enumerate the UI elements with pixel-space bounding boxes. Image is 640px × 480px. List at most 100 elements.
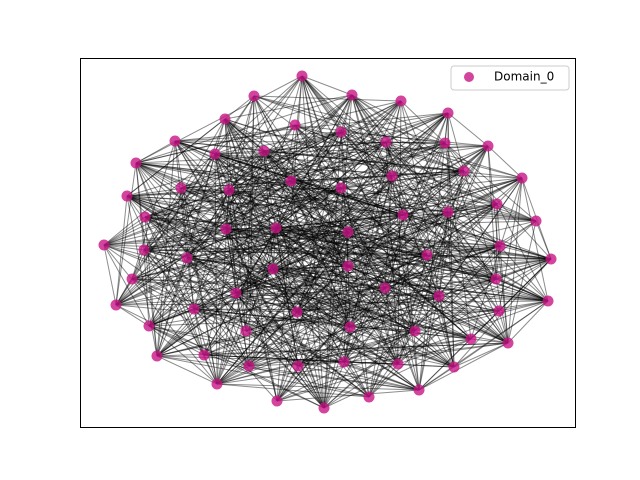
edge bbox=[193, 245, 501, 310]
edge bbox=[253, 95, 399, 365]
edge bbox=[148, 325, 420, 391]
node bbox=[491, 198, 503, 210]
edge bbox=[275, 227, 552, 260]
legend-label: Domain_0 bbox=[494, 70, 554, 84]
edge bbox=[343, 287, 386, 363]
edge bbox=[214, 112, 449, 155]
edge bbox=[296, 145, 489, 313]
legend-box bbox=[450, 65, 570, 91]
edge bbox=[272, 268, 497, 280]
edge bbox=[224, 118, 274, 270]
edge bbox=[347, 265, 509, 344]
edge bbox=[135, 162, 292, 182]
edge bbox=[224, 118, 399, 365]
edge bbox=[115, 195, 128, 306]
edge bbox=[193, 308, 399, 365]
node bbox=[442, 107, 454, 119]
edge bbox=[115, 189, 230, 306]
edge bbox=[148, 150, 265, 327]
edge bbox=[126, 195, 404, 216]
edge bbox=[193, 308, 205, 356]
edge bbox=[447, 211, 455, 368]
edge bbox=[131, 278, 440, 297]
edge bbox=[143, 249, 247, 332]
node bbox=[211, 378, 223, 390]
edge bbox=[148, 94, 353, 327]
edge bbox=[275, 100, 402, 229]
edge bbox=[135, 162, 455, 368]
edge bbox=[126, 118, 226, 197]
edge bbox=[228, 189, 278, 402]
edge bbox=[294, 124, 465, 172]
edge bbox=[103, 112, 449, 246]
edge bbox=[156, 342, 509, 357]
edge bbox=[235, 292, 399, 365]
edge bbox=[444, 142, 472, 340]
edge bbox=[103, 244, 549, 302]
edge bbox=[296, 231, 349, 313]
edge bbox=[438, 295, 455, 368]
edge bbox=[193, 180, 292, 310]
edge bbox=[103, 153, 216, 246]
edge bbox=[174, 140, 342, 189]
edge bbox=[126, 195, 497, 280]
edge bbox=[296, 187, 342, 313]
edge bbox=[340, 94, 353, 133]
edge bbox=[349, 258, 552, 328]
edge bbox=[402, 214, 420, 391]
edge bbox=[301, 75, 497, 280]
edge bbox=[174, 140, 345, 363]
edge bbox=[135, 162, 182, 189]
edge bbox=[131, 187, 342, 280]
edge bbox=[115, 254, 428, 306]
edge bbox=[131, 278, 420, 391]
edge bbox=[225, 170, 465, 230]
edge bbox=[203, 354, 370, 398]
edge bbox=[323, 94, 353, 409]
edge bbox=[496, 203, 501, 247]
edge bbox=[224, 118, 349, 267]
edge bbox=[323, 326, 351, 409]
node bbox=[126, 273, 138, 285]
edge bbox=[297, 295, 440, 367]
edge bbox=[275, 227, 299, 367]
edge bbox=[228, 189, 298, 313]
edge bbox=[340, 187, 498, 205]
edge bbox=[453, 300, 549, 368]
node bbox=[542, 295, 554, 307]
edge bbox=[248, 365, 420, 391]
edge bbox=[343, 326, 351, 363]
edge bbox=[447, 112, 455, 368]
edge bbox=[368, 363, 399, 398]
edge bbox=[263, 150, 552, 260]
edge bbox=[216, 112, 449, 385]
edge bbox=[224, 118, 351, 328]
edge bbox=[296, 203, 498, 313]
node bbox=[363, 391, 375, 403]
node bbox=[433, 290, 445, 302]
edge bbox=[103, 150, 265, 246]
edge bbox=[225, 228, 351, 328]
edge bbox=[248, 227, 277, 367]
edge bbox=[351, 94, 498, 205]
edge bbox=[143, 75, 303, 251]
edge bbox=[225, 142, 446, 230]
edge bbox=[245, 287, 386, 332]
edge bbox=[275, 203, 498, 229]
edge bbox=[275, 214, 404, 229]
edge bbox=[224, 118, 509, 344]
edge bbox=[144, 216, 455, 368]
edge bbox=[224, 118, 325, 409]
edge bbox=[203, 112, 449, 356]
edge bbox=[248, 187, 342, 367]
edge bbox=[225, 228, 509, 344]
edge bbox=[487, 145, 523, 179]
edge bbox=[275, 175, 393, 229]
edge bbox=[148, 145, 489, 327]
edge bbox=[126, 195, 537, 222]
edge bbox=[294, 124, 351, 328]
edge bbox=[499, 245, 509, 344]
edge bbox=[495, 258, 552, 280]
edge bbox=[186, 257, 195, 310]
